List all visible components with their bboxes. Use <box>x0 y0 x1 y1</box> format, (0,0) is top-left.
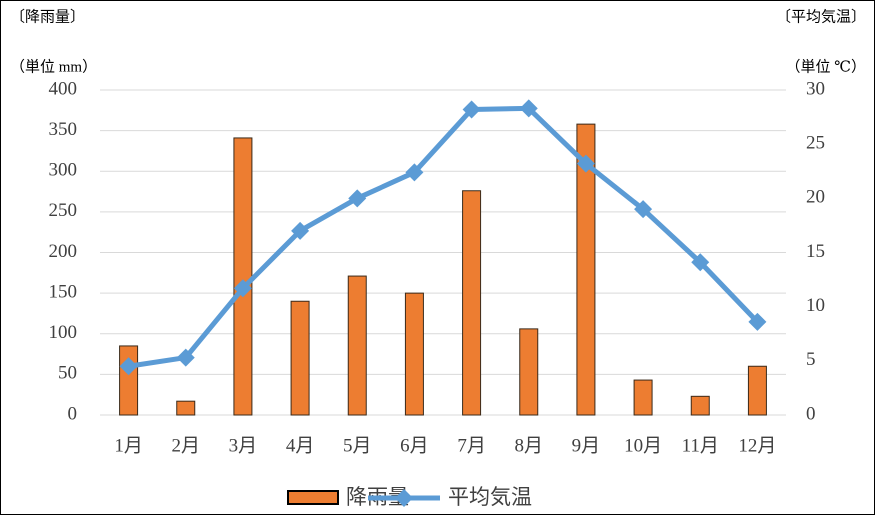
y2-tick-label: 30 <box>806 78 825 99</box>
bar <box>690 395 710 416</box>
legend-swatch-marker <box>395 489 413 507</box>
y-tick-label: 50 <box>58 363 77 384</box>
y2-axis-label: 〔平均気温〕 <box>776 8 866 25</box>
line <box>128 105 760 369</box>
y-tick-label: 0 <box>68 403 78 424</box>
line-marker <box>634 200 653 219</box>
x-tick-label: 5月 <box>343 435 372 456</box>
line-marker <box>176 348 195 367</box>
bar <box>633 379 653 416</box>
y-tick-label: 200 <box>49 241 78 262</box>
line-marker <box>348 189 367 208</box>
x-tick-label: 3月 <box>229 435 258 456</box>
bar <box>747 365 767 416</box>
line-marker <box>405 163 424 182</box>
line-marker <box>291 221 310 240</box>
legend-label: 平均気温 <box>448 485 532 509</box>
bar <box>233 137 253 416</box>
y-axis-label: 〔降雨量〕 <box>10 8 85 25</box>
y2-tick-label: 15 <box>806 241 825 262</box>
y2-tick-label: 20 <box>806 187 825 208</box>
bar <box>576 123 596 416</box>
y2-tick-label: 5 <box>806 349 816 370</box>
bar <box>290 300 310 416</box>
line-marker <box>576 154 595 173</box>
bar <box>119 345 139 416</box>
x-tick-label: 6月 <box>400 435 429 456</box>
x-tick-label: 7月 <box>457 435 486 456</box>
line-marker <box>462 100 481 119</box>
line-marker <box>748 312 767 331</box>
x-tick-label: 8月 <box>514 435 543 456</box>
x-tick-label: 11月 <box>682 435 719 456</box>
x-tick-label: 2月 <box>171 435 200 456</box>
y-unit: （単位 mm） <box>10 58 97 75</box>
y-tick-label: 100 <box>49 322 78 343</box>
line-marker <box>691 253 710 272</box>
bar <box>404 292 424 416</box>
x-tick-label: 10月 <box>624 435 662 456</box>
x-tick-label: 12月 <box>738 435 776 456</box>
y-tick-label: 350 <box>49 119 78 140</box>
x-tick-label: 4月 <box>286 435 315 456</box>
y2-unit: （単位 ℃） <box>785 58 866 75</box>
bar <box>462 190 482 416</box>
legend-swatch <box>287 490 339 505</box>
y2-tick-label: 10 <box>806 295 825 316</box>
bar <box>176 400 196 416</box>
x-tick-label: 1月 <box>114 435 143 456</box>
y2-tick-label: 0 <box>806 403 816 424</box>
y-tick-label: 150 <box>49 281 78 302</box>
line-marker <box>233 279 252 298</box>
line-marker <box>519 99 538 118</box>
y-tick-label: 400 <box>49 78 78 99</box>
bar <box>347 275 367 416</box>
bar <box>519 328 539 416</box>
y-tick-label: 300 <box>49 160 78 181</box>
y2-tick-label: 25 <box>806 133 825 154</box>
line-marker <box>119 357 138 376</box>
y-tick-label: 250 <box>49 200 78 221</box>
x-tick-label: 9月 <box>572 435 601 456</box>
